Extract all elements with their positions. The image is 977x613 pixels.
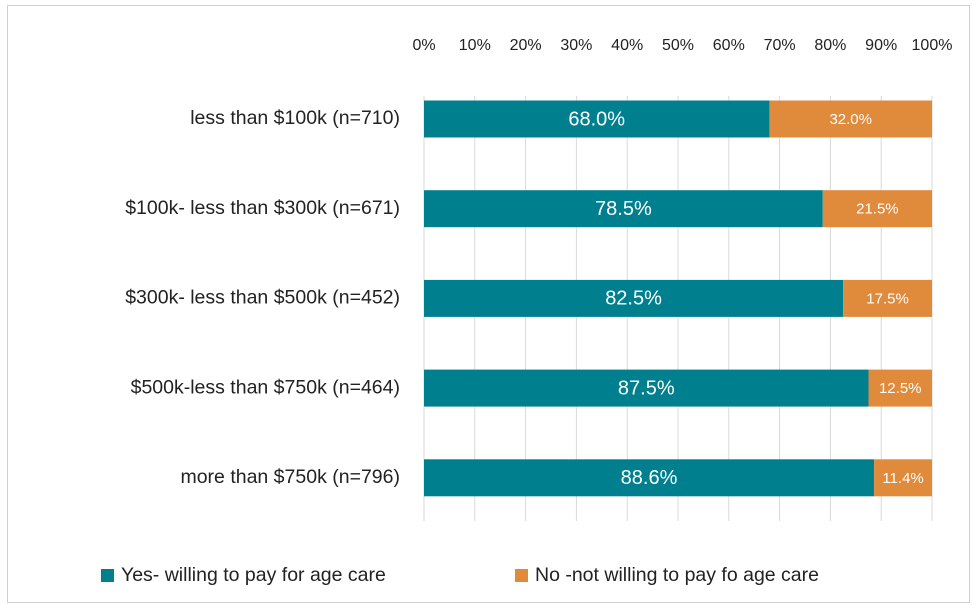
bar-segment xyxy=(843,279,932,317)
y-tick-label: more than $750k (n=796) xyxy=(180,466,400,488)
legend-label: Yes- willing to pay for age care xyxy=(121,564,386,586)
bar-segment xyxy=(424,459,875,497)
x-tick-label: 10% xyxy=(459,37,491,54)
bar-segment xyxy=(874,459,932,497)
bar-segment xyxy=(424,100,770,138)
data-label: 68.0% xyxy=(568,108,625,130)
bar-segment xyxy=(424,369,869,407)
legend-label: No -not willing to pay fo age care xyxy=(535,564,819,586)
y-tick-label: $500k-less than $750k (n=464) xyxy=(131,376,400,398)
data-label: 87.5% xyxy=(618,377,675,399)
data-label: 12.5% xyxy=(879,380,922,397)
bar-segment xyxy=(424,279,844,317)
x-tick-label: 50% xyxy=(662,37,694,54)
y-tick-label: $100k- less than $300k (n=671) xyxy=(125,197,400,219)
x-tick-label: 40% xyxy=(611,37,643,54)
bar-segment xyxy=(822,190,932,228)
data-label: 11.4% xyxy=(882,470,923,487)
y-tick-label: $300k- less than $500k (n=452) xyxy=(125,287,400,309)
x-tick-label: 80% xyxy=(814,37,846,54)
data-label: 88.6% xyxy=(621,467,678,489)
data-label: 21.5% xyxy=(856,201,899,218)
legend-swatch xyxy=(101,569,114,582)
x-tick-label: 60% xyxy=(713,37,745,54)
legend-swatch xyxy=(515,569,528,582)
data-label: 17.5% xyxy=(866,290,909,307)
x-tick-label: 0% xyxy=(412,37,435,54)
x-tick-label: 70% xyxy=(764,37,796,54)
data-label: 82.5% xyxy=(605,288,662,310)
bar-segment xyxy=(424,190,823,228)
data-label: 78.5% xyxy=(595,198,652,220)
x-tick-label: 30% xyxy=(560,37,592,54)
x-tick-label: 20% xyxy=(510,37,542,54)
x-tick-label: 100% xyxy=(912,37,953,54)
x-tick-label: 90% xyxy=(865,37,897,54)
data-label: 32.0% xyxy=(829,111,872,128)
bar-segment xyxy=(868,369,932,407)
y-tick-label: less than $100k (n=710) xyxy=(190,107,400,129)
bar-segment xyxy=(769,100,932,138)
